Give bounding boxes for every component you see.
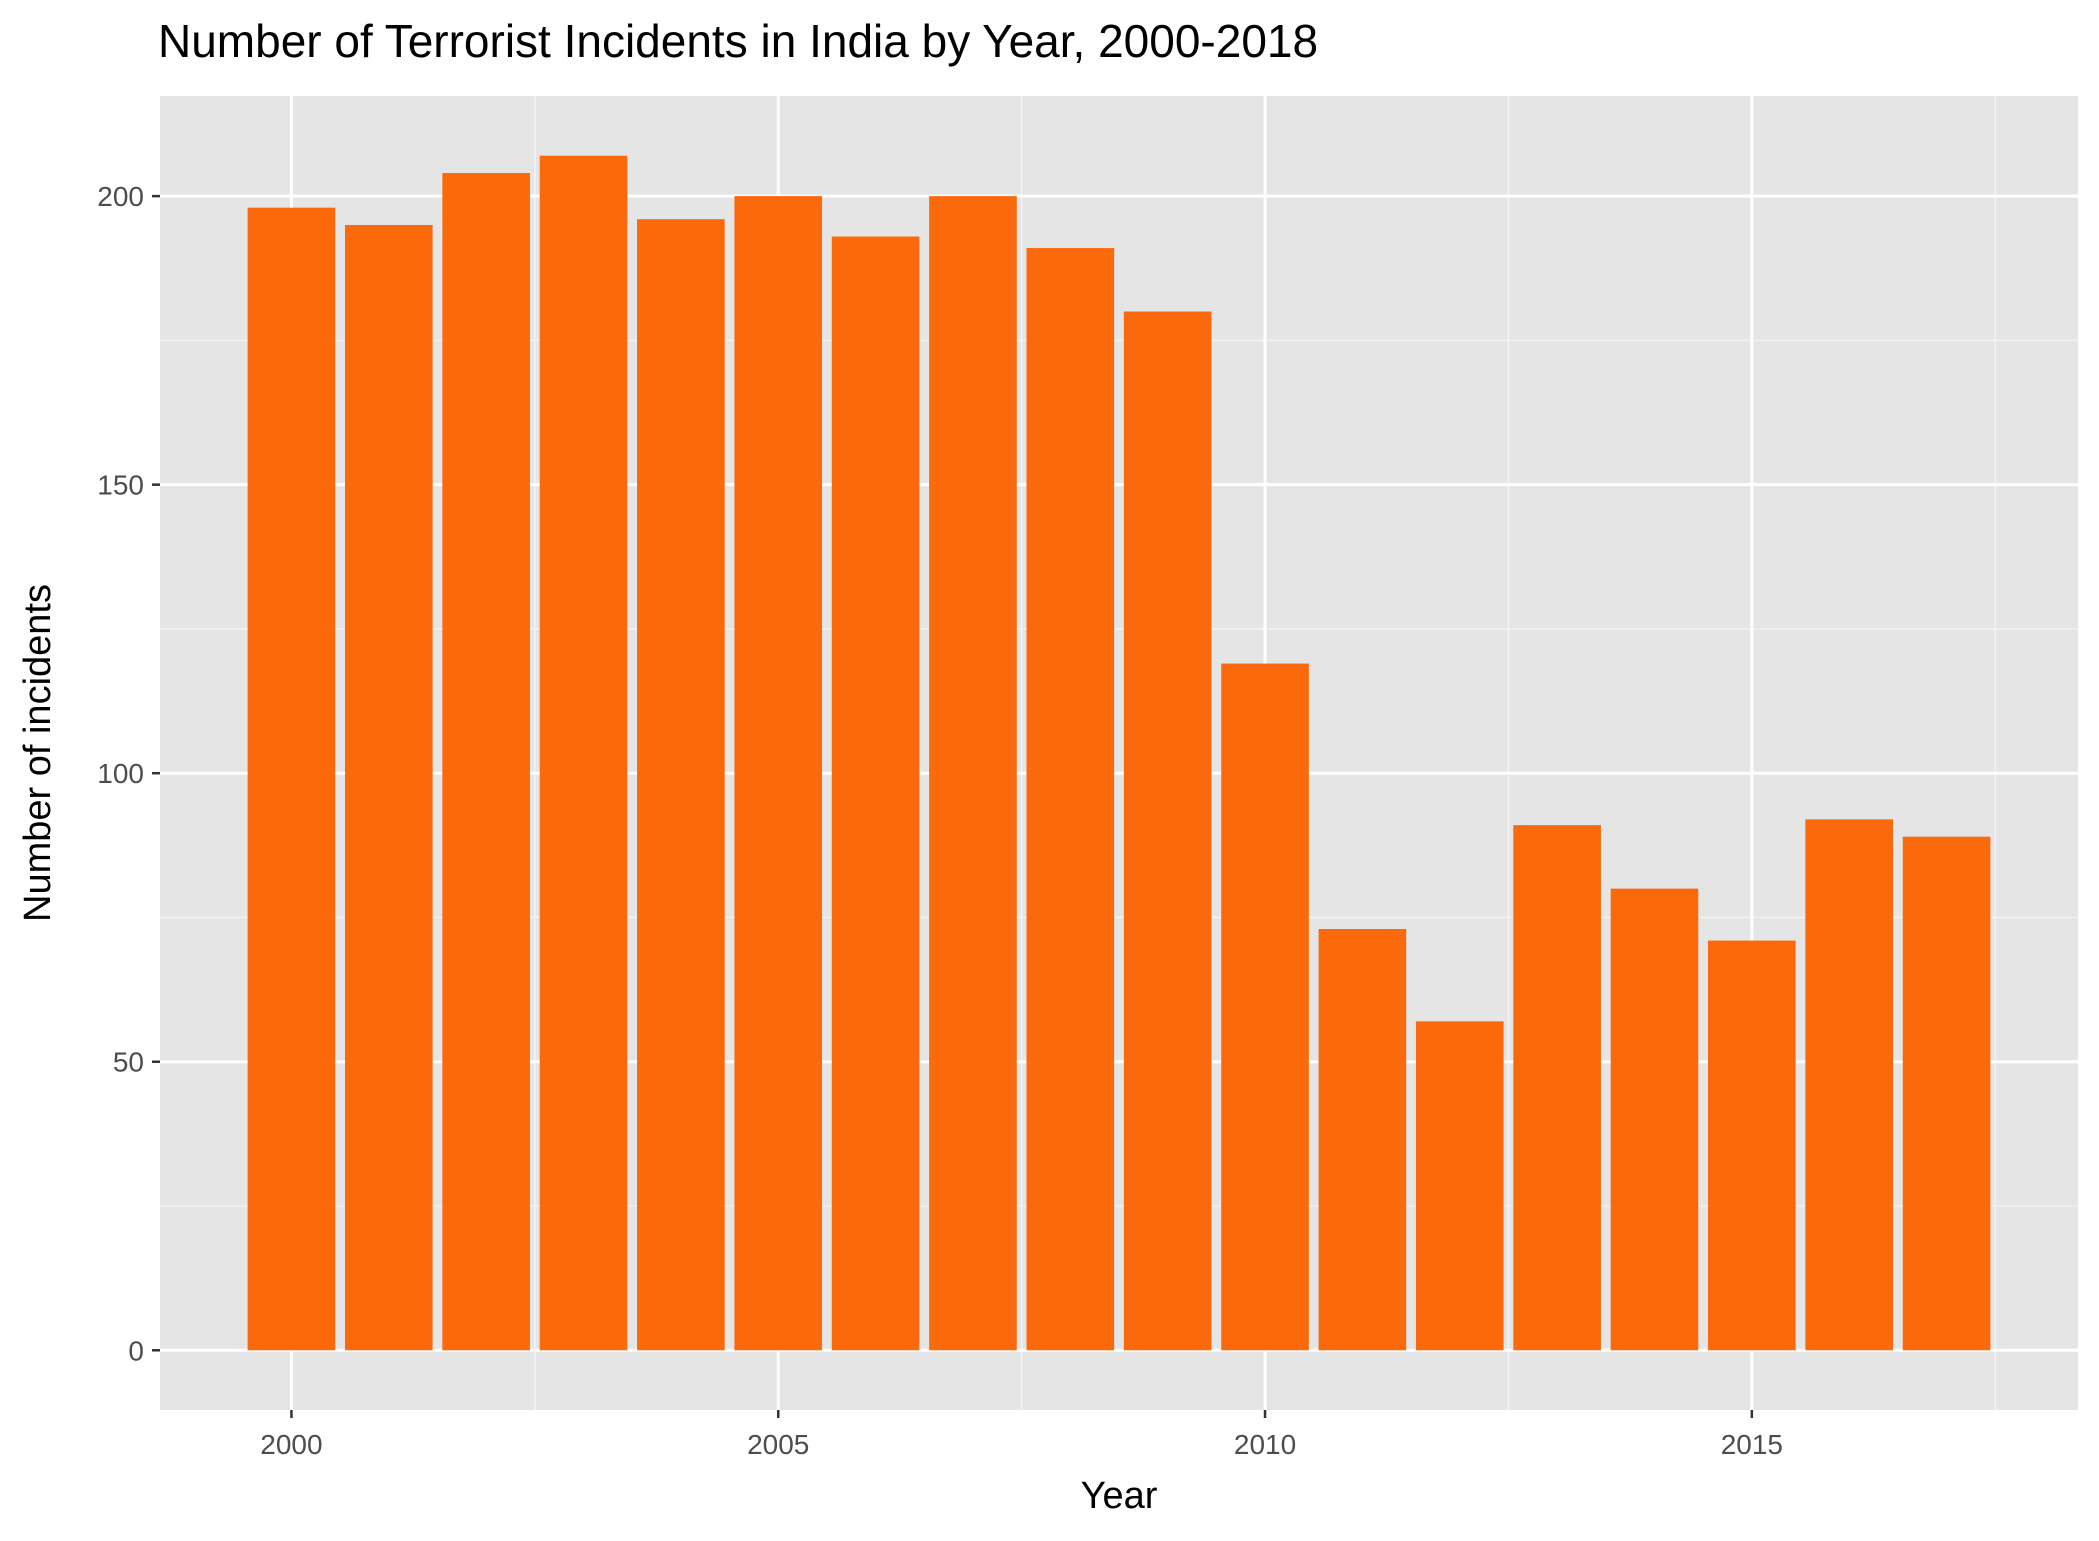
bar-2010 bbox=[1221, 663, 1309, 1351]
y-tick-label: 0 bbox=[128, 1335, 144, 1366]
y-tick-label: 200 bbox=[97, 181, 144, 212]
x-tick-label: 2005 bbox=[747, 1429, 809, 1460]
x-axis-title: Year bbox=[1081, 1475, 1158, 1517]
bar-2017 bbox=[1902, 836, 1991, 1351]
y-tick-label: 150 bbox=[97, 470, 144, 501]
y-axis-title: Number of incidents bbox=[17, 584, 59, 922]
bar-2009 bbox=[1123, 311, 1212, 1351]
x-axis: 2000 2005 2010 2015 bbox=[260, 1410, 1783, 1460]
bar-2007 bbox=[929, 196, 1017, 1351]
chart-title: Number of Terrorist Incidents in India b… bbox=[158, 15, 1319, 67]
bar-2003 bbox=[539, 155, 628, 1351]
bar-2015 bbox=[1708, 940, 1796, 1351]
bar-2008 bbox=[1026, 248, 1115, 1351]
grid-minor-x bbox=[534, 96, 1997, 1410]
bars bbox=[247, 155, 1991, 1351]
y-axis: 0 50 100 150 200 bbox=[97, 181, 160, 1366]
bar-2012 bbox=[1415, 1021, 1504, 1351]
y-tick-label: 100 bbox=[97, 758, 144, 789]
bar-2005 bbox=[734, 196, 823, 1351]
bar-2013 bbox=[1513, 825, 1601, 1351]
bar-2016 bbox=[1805, 819, 1894, 1351]
bar-2014 bbox=[1610, 888, 1699, 1351]
y-tick-label: 50 bbox=[113, 1047, 144, 1078]
bar-2001 bbox=[344, 224, 433, 1351]
bar-2011 bbox=[1318, 929, 1407, 1351]
bar-2004 bbox=[637, 219, 725, 1351]
bar-2002 bbox=[442, 173, 530, 1351]
bar-2006 bbox=[831, 236, 920, 1351]
x-tick-label: 2010 bbox=[1234, 1429, 1296, 1460]
x-tick-label: 2000 bbox=[260, 1429, 322, 1460]
bar-2000 bbox=[247, 207, 336, 1351]
x-tick-label: 2015 bbox=[1721, 1429, 1783, 1460]
